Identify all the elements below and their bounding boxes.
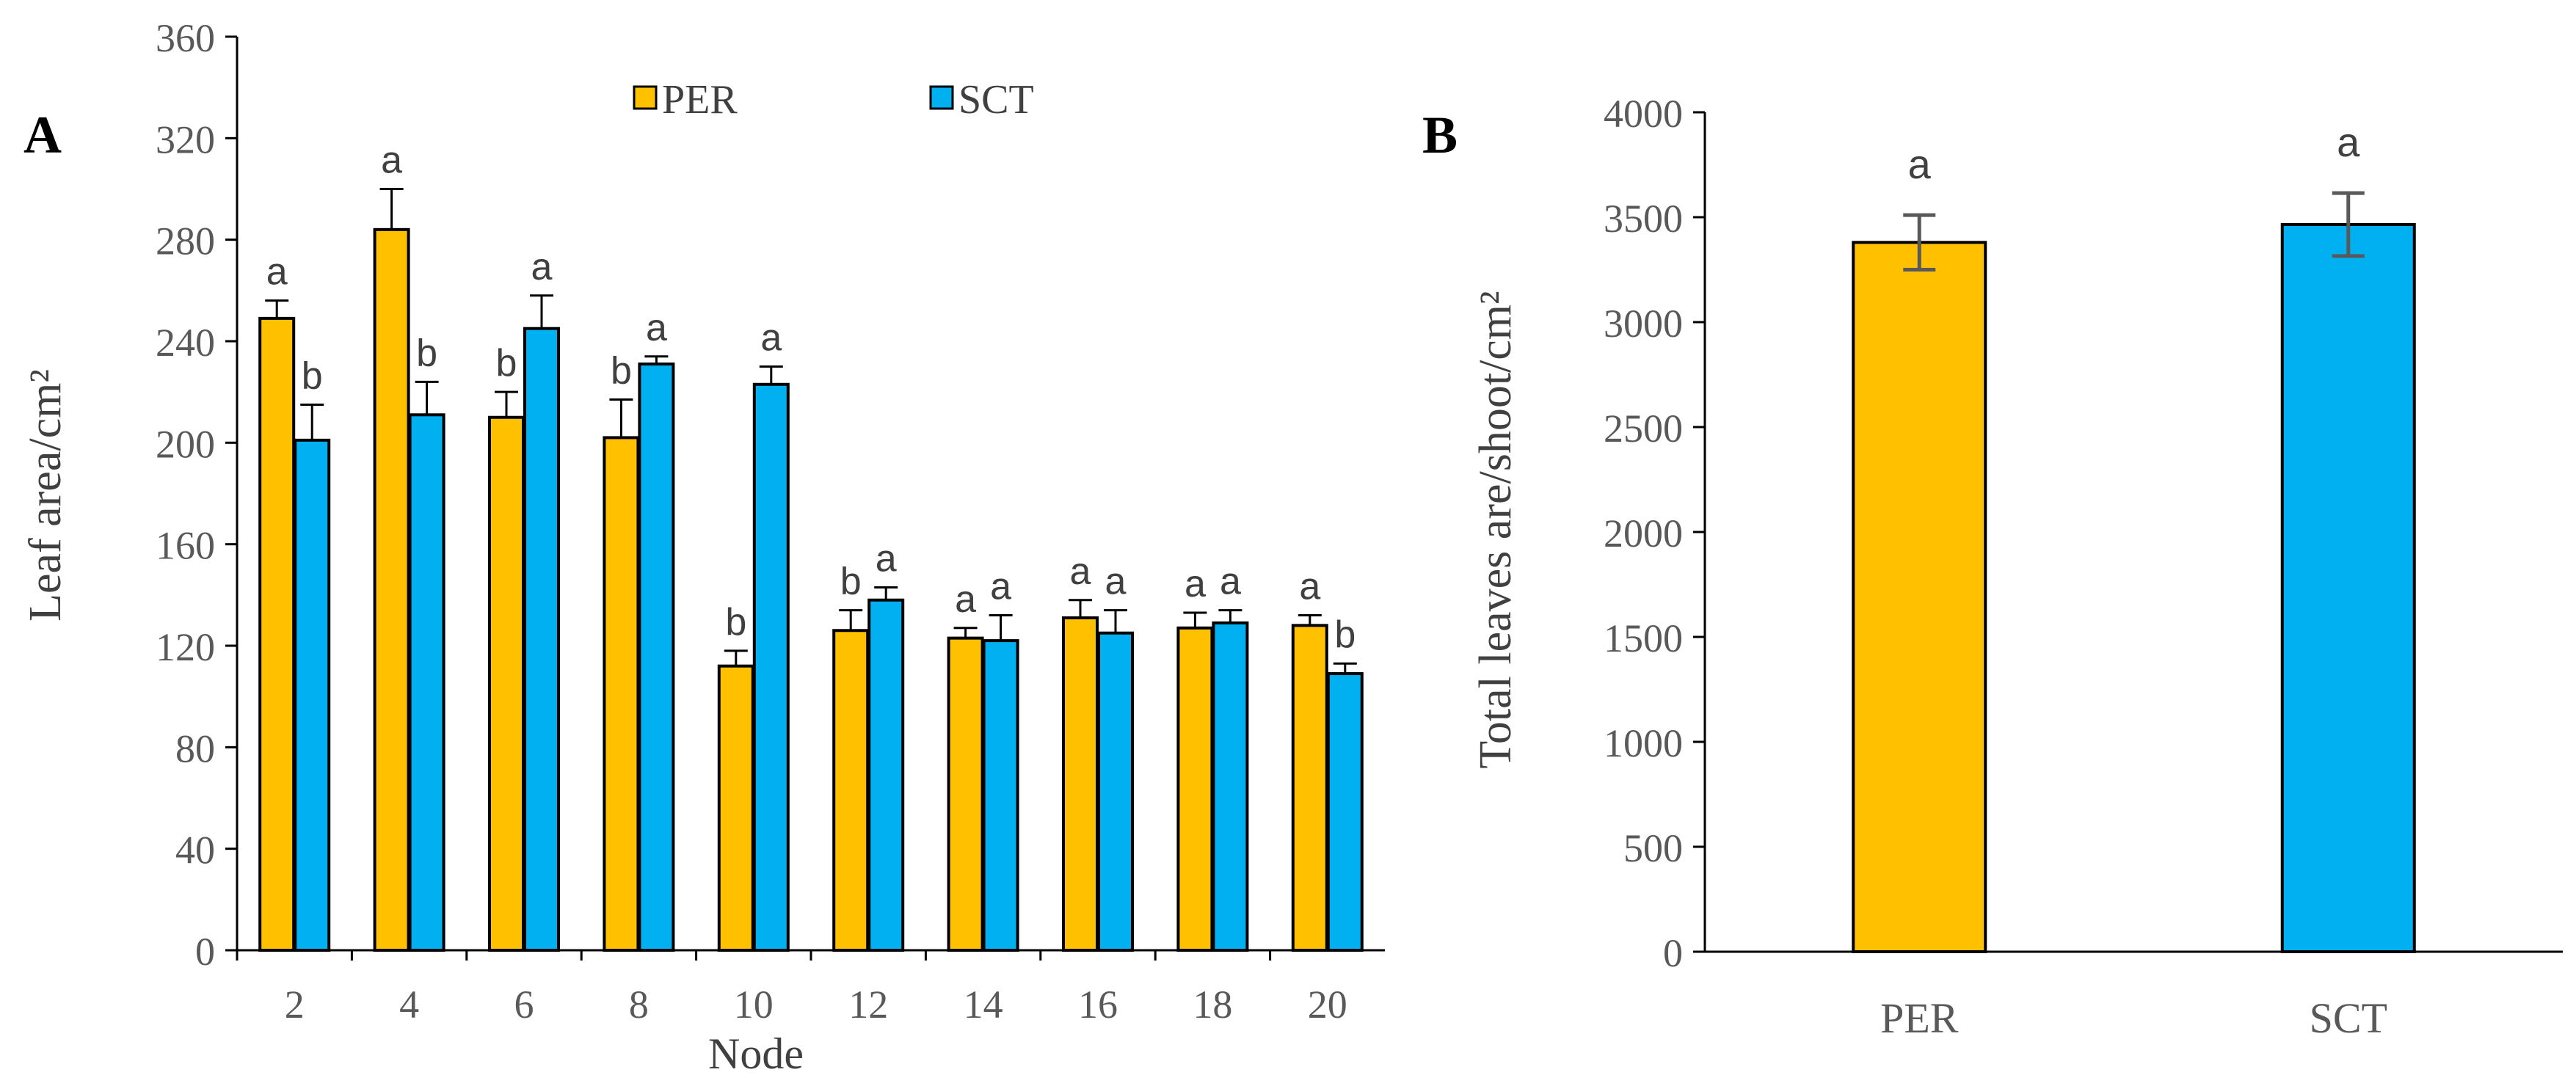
panel-a-x-tick-label: 8 [629, 983, 649, 1027]
panel-a-bar-per [832, 629, 870, 952]
panel-a-sig-label: b [1334, 613, 1356, 656]
panel-a-bar-sct [1212, 621, 1249, 952]
panel-a-bar-per [488, 415, 525, 952]
panel-b-y-tick-label: 1000 [1604, 721, 1683, 765]
panel-b-letter: B [1422, 106, 1458, 164]
panel-a-y-tick-label: 200 [156, 422, 215, 466]
panel-a-sig-label: a [1299, 566, 1320, 608]
panel-a-bar-sct [752, 382, 790, 952]
panel-a-x-tick-label: 20 [1308, 983, 1347, 1027]
panel-b-x-axis: PER SCT [1880, 994, 2387, 1042]
panel-b-y-tick-label: 1500 [1604, 616, 1683, 660]
panel-b-y-tick-label: 0 [1663, 931, 1683, 975]
panel-b-y-tick-label: 2000 [1604, 511, 1683, 555]
panel-a-y-tick-label: 160 [156, 524, 215, 568]
panel-a-sig-label: b [496, 342, 517, 385]
panel-a-y-tick-label: 40 [175, 828, 215, 872]
panel-a-x-tick-label: 2 [285, 983, 305, 1027]
panel-a-sig-label: b [725, 601, 746, 644]
panel-a-sig-label: a [1185, 563, 1206, 605]
panel-a-y-tick-label: 360 [156, 16, 215, 60]
panel-a-bar-sct [523, 327, 560, 952]
panel-a-bar-sct [294, 438, 331, 952]
panel-a-sig-label: b [302, 354, 323, 397]
panel-a-sig-label: a [646, 307, 667, 349]
panel-b-y-tick-label: 3500 [1604, 197, 1683, 241]
panel-a-sig-label: b [416, 332, 437, 374]
panel-a-bar-per [1176, 626, 1214, 952]
panel-b-y-tick-label: 2500 [1604, 407, 1683, 451]
panel-a-bar-sct [638, 362, 675, 952]
panel-a-x-tick-label: 12 [848, 983, 888, 1027]
panel-a-sig-label: a [1220, 561, 1241, 603]
panel-b-y-tick-label: 500 [1623, 826, 1683, 870]
panel-a-x-axis-title: Node [708, 1029, 804, 1078]
panel-b-sig-label: a [1908, 141, 1932, 187]
panel-b-bar-sct [2280, 223, 2416, 953]
panel-a-bar-per [717, 664, 754, 952]
panel-a-y-tick-label: 80 [175, 726, 215, 770]
panel-a-y-axis-title: Leaf area/cm² [21, 369, 70, 622]
panel-a-bar-per [1291, 624, 1328, 952]
panel-a-x-tick-label: 14 [964, 983, 1003, 1027]
panel-a-sig-label: a [531, 246, 553, 288]
panel-a-y-tick-label: 0 [195, 930, 215, 974]
panel-a-bar-per [258, 316, 296, 952]
panel-a-letter: A [23, 106, 62, 164]
legend-label-sct: SCT [958, 77, 1034, 123]
panel-a-bar-sct [1097, 631, 1134, 952]
panel-a-y-tick-label: 240 [156, 321, 215, 365]
panel-a-sig-label: b [840, 561, 862, 603]
panel-a-x-tick-label: 4 [399, 983, 419, 1027]
panel-a-sig-label: a [990, 566, 1011, 608]
panel-a-x-tick-label: 18 [1193, 983, 1232, 1027]
panel-a-bar-sct [408, 413, 445, 952]
panel-a-bar-sct [982, 639, 1019, 952]
panel-a-sig-label: b [611, 350, 632, 393]
panel-a-sig-label: a [760, 317, 782, 360]
panel-a-sig-label: a [876, 537, 897, 580]
panel-b-x-tick-label: SCT [2310, 994, 2387, 1042]
panel-a-legend: PER SCT [633, 77, 1034, 123]
panel-a-y-tick-label: 120 [156, 625, 215, 669]
legend-swatch-per [633, 85, 658, 110]
panel-a-sig-label: a [266, 251, 288, 294]
panel-a-bar-sct [1326, 672, 1364, 952]
panel-a-bar-per [373, 227, 410, 952]
panel-a-y-tick-label: 280 [156, 219, 215, 263]
panel-a-y-axis: 0 40 80 120 160 200 240 280 320 360 [156, 16, 237, 974]
panel-b-y-axis-title: Total leaves are/shoot/cm² [1471, 291, 1521, 768]
panel-a-x-tick-label: 10 [734, 983, 774, 1027]
panel-a-sig-label: a [381, 139, 402, 182]
panel-b-y-tick-label: 4000 [1604, 92, 1683, 136]
panel-b-x-tick-label: PER [1880, 994, 1959, 1042]
legend-swatch-sct [929, 85, 954, 110]
panel-a-x-axis: 2 4 6 8 10 12 14 16 18 20 [236, 950, 1347, 1027]
panel-a-bar-per [947, 636, 984, 952]
panel-a-sig-label: a [1070, 550, 1091, 593]
panel-a-x-tick-label: 16 [1078, 983, 1118, 1027]
panel-a-bar-per [1062, 616, 1099, 952]
panel-a-sig-label: a [1105, 561, 1127, 603]
panel-a-x-tick-label: 6 [514, 983, 534, 1027]
panel-a-sig-label: a [955, 578, 976, 621]
panel-b-bar-per [1852, 241, 1987, 953]
panel-a-bar-sct [867, 598, 905, 952]
panel-b-sig-label: a [2337, 119, 2360, 165]
legend-label-per: PER [662, 77, 738, 123]
panel-b-y-tick-label: 3000 [1604, 302, 1683, 346]
panel-b-y-axis: 0 500 1000 1500 2000 2500 3000 3500 4000 [1604, 92, 1705, 975]
panel-a-bar-per [603, 436, 640, 952]
panel-a-y-tick-label: 320 [156, 117, 215, 161]
